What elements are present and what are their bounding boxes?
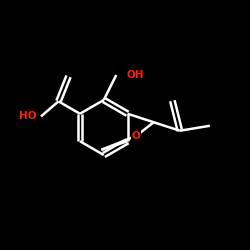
Text: O: O (132, 131, 140, 141)
Text: HO: HO (18, 112, 36, 122)
Text: OH: OH (126, 70, 144, 80)
